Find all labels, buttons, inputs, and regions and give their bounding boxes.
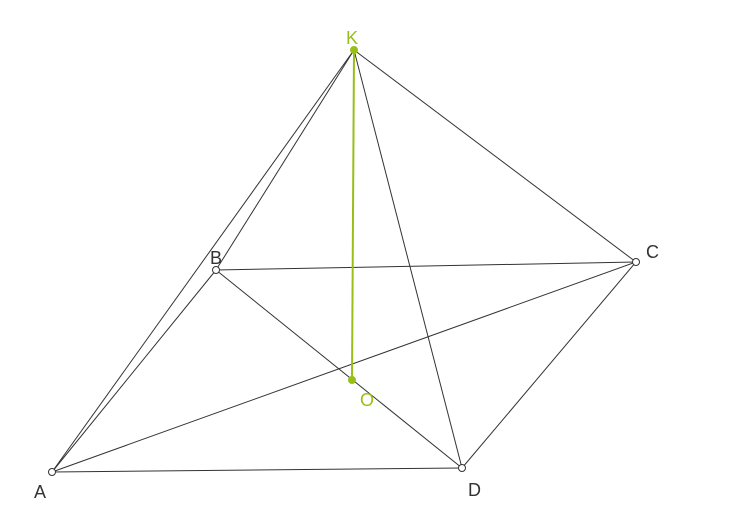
- point-A: [49, 469, 56, 476]
- edge-K-B: [216, 50, 354, 270]
- edge-B-D: [216, 270, 462, 468]
- edge-K-A: [52, 50, 354, 472]
- point-C: [633, 259, 640, 266]
- geometry-diagram: [0, 0, 748, 532]
- label-B: B: [210, 248, 222, 269]
- point-O: [349, 377, 356, 384]
- point-D: [459, 465, 466, 472]
- edge-K-O: [352, 50, 354, 380]
- label-K: K: [346, 28, 358, 49]
- label-A: A: [34, 482, 46, 503]
- edge-K-C: [354, 50, 636, 262]
- label-D: D: [468, 480, 481, 501]
- label-C: C: [646, 242, 659, 263]
- edge-A-B: [52, 270, 216, 472]
- edge-B-C: [216, 262, 636, 270]
- label-O: O: [360, 390, 374, 411]
- edge-A-D: [52, 468, 462, 472]
- edge-A-C: [52, 262, 636, 472]
